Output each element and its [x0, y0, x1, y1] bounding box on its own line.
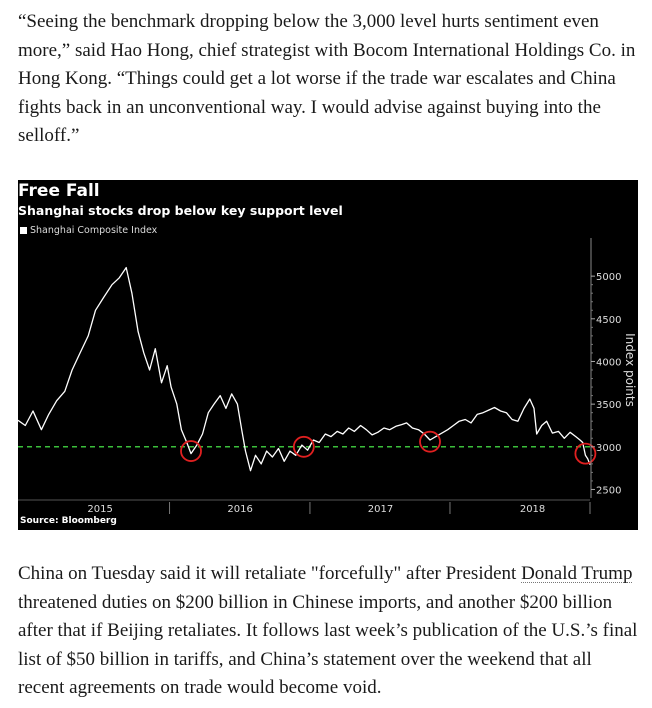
legend-entry: Shanghai Composite Index: [30, 225, 158, 236]
chart-plot: 2500 3000 3500 4000 4500 5000 Index points 2015…: [18, 238, 637, 515]
y-axis-label: Index points: [623, 333, 637, 407]
highlight-circle: [292, 435, 315, 458]
series-line-shanghai-composite: [18, 266, 591, 472]
y-tick-label: 3500: [596, 400, 621, 411]
x-tick-label: 2017: [368, 504, 393, 515]
chart-subtitle: Shanghai stocks drop below key support l…: [18, 203, 343, 218]
x-tick-label: 2016: [227, 504, 252, 515]
y-tick-label: 5000: [596, 272, 621, 283]
article-paragraph-quote: “Seeing the benchmark dropping below the…: [18, 11, 636, 146]
chart-legend: Shanghai Composite Index: [20, 225, 157, 236]
chart-title: Free Fall: [18, 181, 100, 201]
x-tick-label: 2018: [520, 504, 545, 515]
highlight-circle: [574, 442, 597, 465]
y-tick-label: 3000: [596, 443, 621, 454]
donald-trump-link[interactable]: Donald Trump: [521, 563, 633, 584]
article-paragraph-retaliation: China on Tuesday said it will retaliate …: [18, 560, 638, 703]
paragraph-text-after-link: threatened duties on $200 billion in Chi…: [18, 591, 638, 699]
highlight-circle: [419, 430, 441, 453]
y-tick-label: 2500: [596, 485, 621, 496]
highlight-circle: [180, 440, 202, 462]
x-tick-label: 2015: [87, 504, 112, 515]
paragraph-text-before-link: China on Tuesday said it will retaliate …: [18, 563, 522, 584]
chart-source: Source: Bloomberg: [20, 516, 117, 526]
legend-swatch-icon: [20, 227, 27, 234]
chart-figure: 2500 3000 3500 4000 4500 5000 Index points 2015…: [18, 180, 638, 530]
y-tick-label: 4500: [596, 315, 621, 326]
y-tick-label: 4000: [596, 357, 621, 368]
